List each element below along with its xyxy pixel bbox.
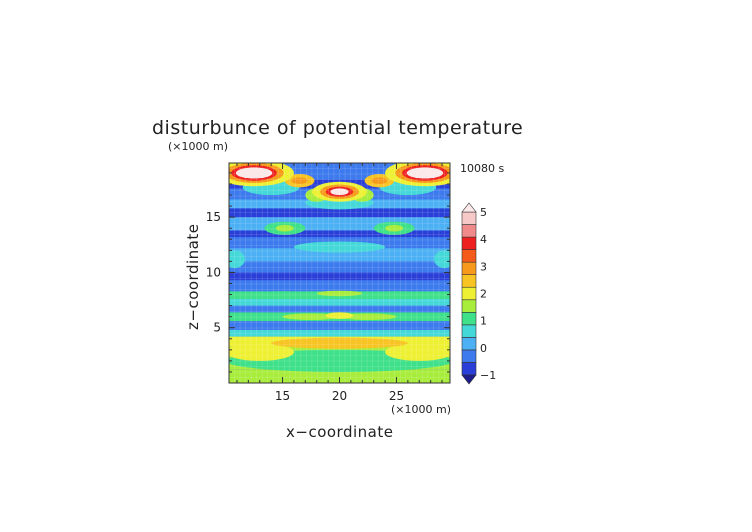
heatmap-feature — [293, 241, 386, 253]
heatmap-feature — [330, 188, 349, 196]
colorbar-segment — [461, 337, 477, 351]
heatmap-feature — [371, 177, 388, 185]
y-tick-label: 15 — [206, 210, 221, 224]
heatmap-features — [229, 163, 450, 372]
x-axis-ticks: 15 20 25 — [236, 163, 443, 403]
colorbar: 5 4 3 2 1 0 −1 — [461, 202, 496, 385]
heatmap-band — [229, 208, 450, 218]
heatmap-feature — [325, 312, 354, 319]
heatmap-feature — [275, 224, 294, 232]
colorbar-segment — [461, 286, 477, 301]
x-unit-label: (×1000 m) — [391, 403, 451, 416]
colorbar-segment — [461, 261, 477, 275]
heatmap-feature — [229, 343, 294, 361]
colorbar-segment — [461, 249, 477, 263]
heatmap-feature — [385, 224, 404, 232]
colorbar-segment — [461, 236, 477, 250]
colorbar-segment — [461, 299, 477, 313]
x-tick-label: 15 — [275, 389, 290, 403]
y-axis-ticks: 5 10 15 — [206, 172, 450, 373]
heatmap-feature — [316, 290, 363, 297]
y-axis-label: z−coordinate — [184, 224, 202, 330]
heatmap-band — [229, 369, 450, 383]
colorbar-extend-low — [461, 374, 477, 385]
heatmap-feature — [254, 291, 312, 298]
colorbar-tick-label: 2 — [480, 288, 487, 301]
x-axis-label: x−coordinate — [286, 423, 393, 441]
heatmap-feature — [339, 313, 397, 320]
colorbar-segment — [461, 349, 477, 363]
heatmap-feature — [434, 250, 450, 269]
heatmap-feature — [282, 313, 340, 320]
colorbar-tick-label: 1 — [480, 315, 487, 328]
colorbar-tick-label: 0 — [480, 342, 487, 355]
colorbar-segment — [461, 362, 477, 376]
y-unit-label: (×1000 m) — [168, 140, 228, 153]
colorbar-segment — [461, 312, 477, 326]
heatmap-feature — [367, 291, 425, 298]
heatmap-band — [229, 298, 450, 306]
heatmap-feature — [235, 167, 273, 179]
colorbar-segment — [461, 324, 477, 338]
colorbar-segment — [461, 274, 477, 288]
heatmap-band — [229, 272, 450, 281]
colorbar-tick-label: 3 — [480, 260, 487, 273]
heatmap-feature — [385, 343, 450, 361]
heatmap-feature — [271, 337, 408, 349]
heatmap-band — [229, 261, 450, 273]
heatmap-band — [229, 305, 450, 313]
heatmap-band — [229, 248, 450, 262]
heatmap-feature — [406, 167, 444, 179]
y-tick-label: 10 — [206, 265, 221, 279]
heatmap-band — [229, 230, 450, 238]
heatmap-band — [229, 329, 450, 337]
heatmap-band — [229, 321, 450, 330]
colorbar-segment — [461, 224, 477, 238]
colorbar-tick-label: 5 — [480, 206, 487, 219]
colorbar-tick-label: 4 — [480, 233, 487, 246]
heatmap-feature — [229, 250, 245, 269]
heatmap-plot-area — [229, 163, 450, 383]
x-tick-label: 20 — [332, 389, 347, 403]
heatmap-grid — [229, 163, 450, 383]
time-label: 10080 s — [460, 162, 504, 175]
x-tick-label: 25 — [389, 389, 404, 403]
y-tick-label: 5 — [213, 321, 221, 335]
colorbar-tick-label: −1 — [480, 369, 496, 382]
colorbar-segment — [461, 211, 477, 225]
heatmap-band — [229, 280, 450, 292]
heatmap-feature — [291, 177, 308, 185]
chart-title: disturbunce of potential temperature — [152, 117, 523, 139]
colorbar-extend-high — [461, 202, 477, 213]
